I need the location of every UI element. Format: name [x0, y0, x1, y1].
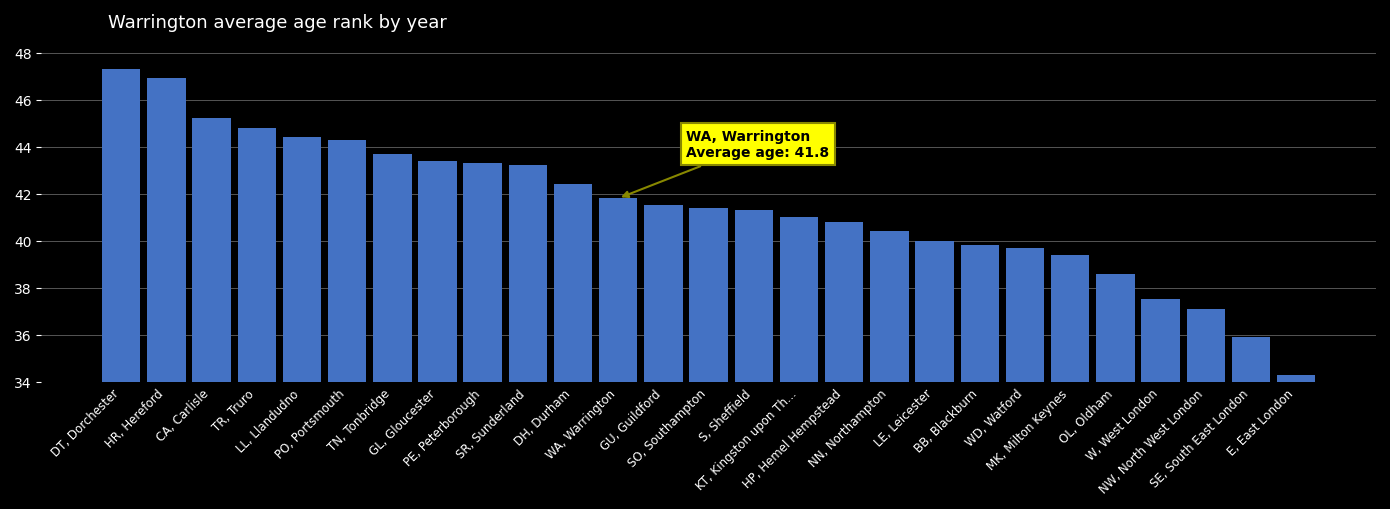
Bar: [192, 119, 231, 382]
Bar: [147, 79, 185, 382]
Bar: [282, 138, 321, 382]
Bar: [238, 128, 277, 382]
Bar: [1051, 255, 1090, 382]
Bar: [826, 222, 863, 382]
Bar: [645, 206, 682, 382]
Bar: [1187, 309, 1225, 382]
Bar: [689, 208, 728, 382]
Bar: [553, 185, 592, 382]
Bar: [916, 241, 954, 382]
Bar: [463, 164, 502, 382]
Bar: [328, 140, 367, 382]
Bar: [1006, 248, 1044, 382]
Text: WA, Warrington
Average age: 41.8: WA, Warrington Average age: 41.8: [623, 129, 830, 197]
Bar: [418, 161, 457, 382]
Bar: [509, 166, 548, 382]
Bar: [1232, 337, 1270, 382]
Bar: [735, 211, 773, 382]
Bar: [101, 70, 140, 382]
Bar: [780, 218, 819, 382]
Bar: [870, 232, 909, 382]
Bar: [599, 199, 638, 382]
Bar: [1097, 274, 1134, 382]
Bar: [1277, 375, 1315, 382]
Bar: [960, 246, 999, 382]
Bar: [1141, 300, 1180, 382]
Text: Warrington average age rank by year: Warrington average age rank by year: [108, 14, 446, 32]
Bar: [373, 154, 411, 382]
